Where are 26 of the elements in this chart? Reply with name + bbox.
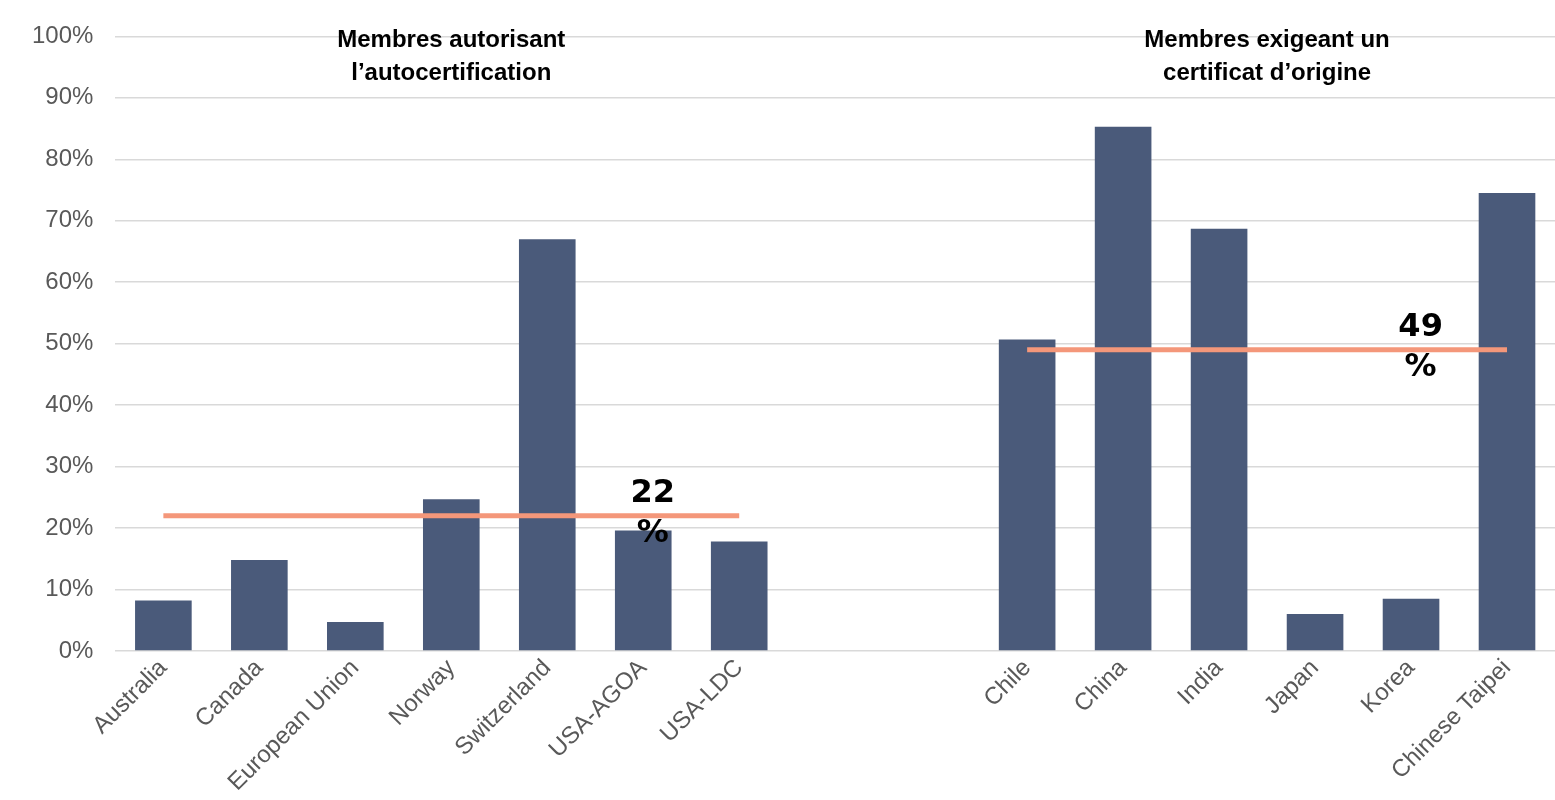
annotation: 49 % bbox=[1398, 306, 1443, 385]
annotation: Membres exigeant un certificat d’origine bbox=[1143, 24, 1391, 87]
y-tick-label: 100% bbox=[31, 21, 94, 49]
bar bbox=[1286, 614, 1344, 651]
bar bbox=[1382, 598, 1440, 651]
bar bbox=[1094, 126, 1152, 651]
bar bbox=[135, 600, 192, 651]
y-tick-label: 70% bbox=[45, 205, 94, 233]
y-tick-label: 80% bbox=[45, 143, 94, 171]
y-tick-label: 10% bbox=[45, 574, 94, 602]
y-tick-label: 90% bbox=[45, 82, 94, 110]
bar bbox=[231, 560, 288, 651]
bar bbox=[327, 622, 384, 651]
bar bbox=[998, 339, 1056, 651]
y-tick-label: 50% bbox=[45, 328, 94, 356]
y-tick-label: 30% bbox=[45, 451, 94, 479]
bar bbox=[710, 541, 768, 651]
annotation: Membres autorisant l’autocertification bbox=[336, 24, 567, 87]
y-tick-label: 60% bbox=[45, 266, 94, 294]
bar bbox=[1190, 228, 1248, 651]
y-tick-label: 40% bbox=[45, 389, 94, 417]
y-tick-label: 0% bbox=[58, 635, 94, 663]
bar bbox=[1478, 193, 1536, 651]
bar bbox=[518, 239, 576, 651]
y-tick-label: 20% bbox=[45, 512, 94, 540]
bar bbox=[422, 499, 480, 651]
